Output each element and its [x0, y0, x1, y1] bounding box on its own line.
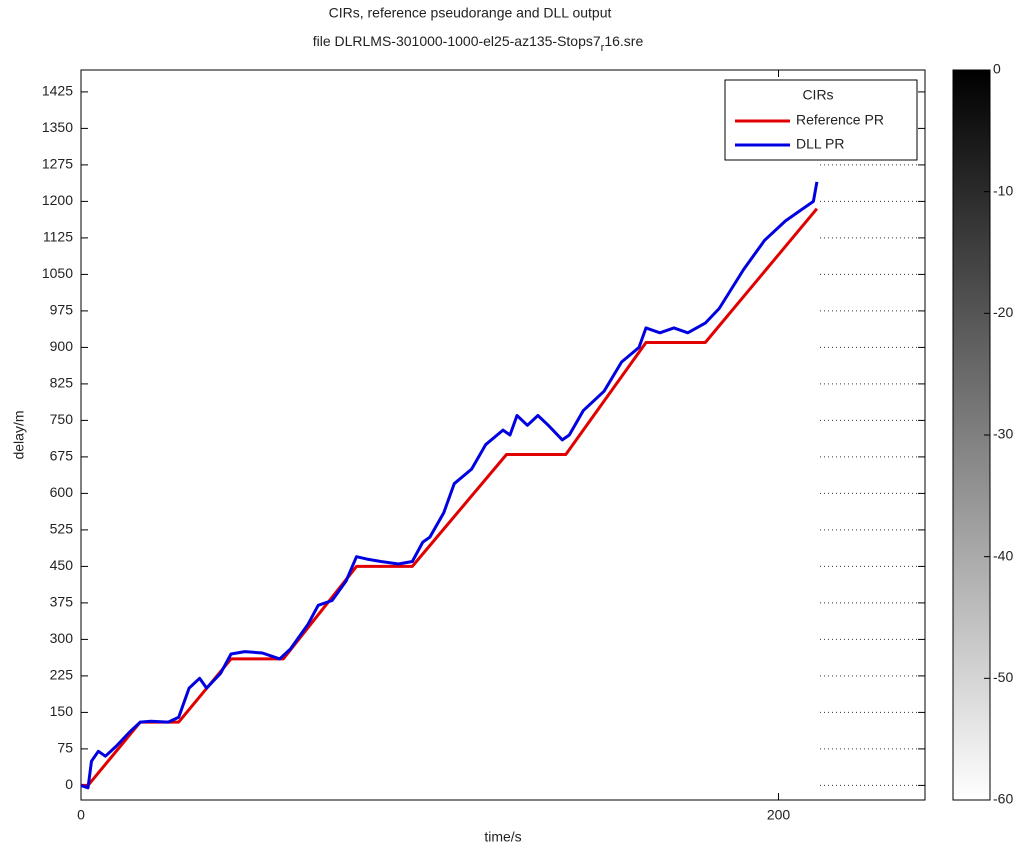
y-tick-label: 150 [50, 703, 74, 719]
subtitle-part: file DLRLMS-301000-1000-el25-az135-Stops… [313, 33, 601, 49]
y-tick-label: 525 [50, 521, 74, 537]
legend-title: CIRs [802, 87, 833, 103]
series-line [80, 181, 819, 790]
y-tick-label: 750 [50, 411, 74, 427]
plot-area [80, 69, 926, 801]
y-tick-label: 1350 [42, 119, 73, 135]
colorbar-tick-label: -50 [993, 669, 1013, 685]
y-axis-label: delay/m [11, 410, 27, 459]
chart-title: CIRs, reference pseudorange and DLL outp… [329, 5, 612, 21]
subtitle-part: 16.sre [604, 33, 643, 49]
subtitle-sub: r [601, 42, 605, 54]
y-tick-label: 1425 [42, 83, 73, 99]
colorbar-tick-label: -30 [993, 426, 1013, 442]
y-tick-label: 600 [50, 484, 74, 500]
y-tick-label: 1200 [42, 192, 73, 208]
legend: CIRs Reference PR DLL PR [724, 79, 918, 161]
y-tick-label: 1050 [42, 265, 73, 281]
colorbar-tick-label: -60 [993, 791, 1013, 807]
y-tick-label: 225 [50, 667, 74, 683]
y-tick-label: 675 [50, 448, 74, 464]
y-tick-label: 900 [50, 338, 74, 354]
legend-label: DLL PR [796, 136, 845, 152]
colorbar-tick-label: -20 [993, 304, 1013, 320]
y-tick-label: 300 [50, 630, 74, 646]
y-tick-label: 1125 [43, 229, 73, 245]
y-tick-label: 975 [50, 302, 74, 318]
y-tick-label: 825 [50, 375, 74, 391]
colorbar-tick-label: 0 [993, 61, 1001, 77]
x-tick-label: 0 [77, 807, 85, 823]
colorbar [952, 69, 991, 801]
colorbar-tick-label: -10 [993, 182, 1013, 198]
chart-subtitle: file DLRLMS-301000-1000-el25-az135-Stops… [313, 33, 644, 54]
x-tick-label: 200 [767, 807, 791, 823]
y-tick-label: 1275 [42, 156, 73, 172]
x-axis-label: time/s [484, 829, 521, 845]
y-tick-label: 375 [50, 594, 74, 610]
y-tick-label: 0 [65, 776, 73, 792]
colorbar-tick-label: -40 [993, 547, 1013, 563]
y-tick-label: 75 [57, 740, 73, 756]
y-tick-label: 450 [50, 557, 74, 573]
legend-label: Reference PR [796, 112, 884, 128]
